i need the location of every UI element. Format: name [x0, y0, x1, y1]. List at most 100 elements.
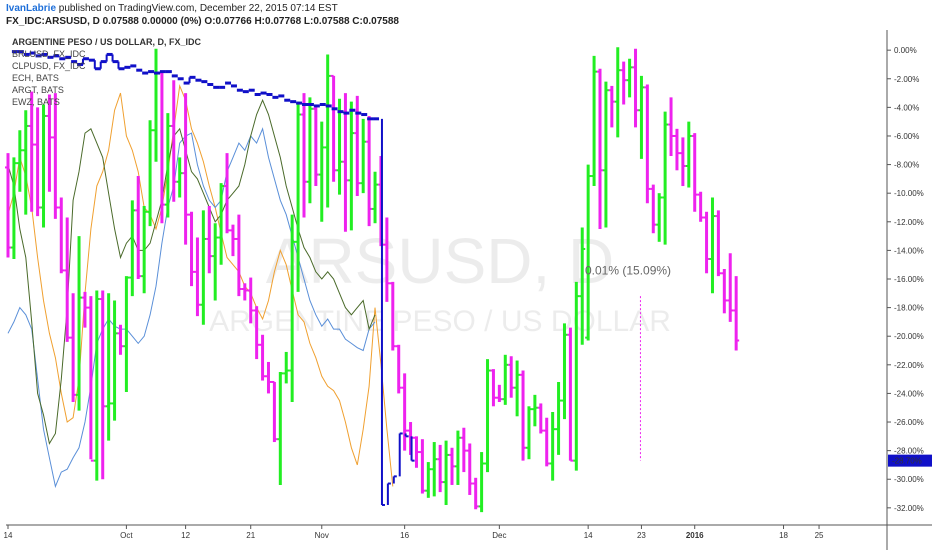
x-tick-label: 14 [4, 531, 13, 540]
ohlc-bar [573, 281, 580, 471]
ohlc-bar [312, 107, 319, 187]
ohlc-bar [555, 381, 562, 455]
ohlc-bar [40, 104, 47, 228]
ohlc-bar [437, 444, 444, 493]
ohlc-bar [247, 277, 254, 324]
ohlc-bar [372, 171, 379, 224]
ohlc-bar [147, 120, 154, 227]
ohlc-bar [537, 403, 544, 434]
ohlc-bar [164, 113, 171, 218]
ohlc-bar [259, 334, 266, 381]
ohlc-bar [591, 55, 598, 187]
ohlc-bar [490, 369, 497, 407]
watermark-name: ARGENTINE PESO / US DOLLAR [209, 305, 671, 338]
legend: ARGENTINE PESO / US DOLLAR, D, FX_IDC BR… [12, 37, 202, 107]
ohlc-bar [336, 98, 343, 195]
ohlc-bar [360, 118, 367, 194]
watermark: ARSUSD, D ARGENTINE PESO / US DOLLAR [209, 225, 671, 338]
ohlc-bar [330, 74, 337, 182]
ohlc-bar [715, 210, 722, 277]
ohlc-bar [301, 93, 307, 218]
y-tick-label: 0.00% [894, 46, 917, 55]
ohlc-bar [496, 384, 503, 402]
ohlc-bar [614, 47, 621, 138]
y-tick-label: -16.00% [894, 275, 924, 284]
y-tick-label: -18.00% [894, 304, 924, 313]
ohlc-bar [685, 121, 692, 188]
y-tick-label: -4.00% [894, 103, 919, 112]
ohlc-bar [620, 61, 627, 105]
ohlc-bar [253, 306, 260, 360]
y-tick-label: -14.00% [894, 246, 924, 255]
ohlc-bar [579, 227, 586, 345]
ohlc-bar [87, 296, 94, 462]
author-link[interactable]: IvanLabrie [6, 3, 57, 14]
ohlc-bar [389, 281, 396, 351]
x-tick-label: 18 [779, 531, 788, 540]
ohlc-bar [443, 440, 450, 505]
ohlc-bar [395, 344, 402, 394]
watermark-symbol: ARSUSD, D [266, 225, 615, 297]
x-axis: 14 Oct 12 21 Nov 16 Dec 14 23 2016 18 25 [4, 525, 824, 540]
ohlc-bar [608, 85, 615, 128]
comparison-lines [7, 83, 394, 489]
x-tick-label: Dec [492, 531, 506, 540]
ohlc-bar [567, 327, 574, 462]
ohlc-bar [650, 184, 657, 234]
y-tick-label: -6.00% [894, 132, 919, 141]
x-tick-label: Nov [315, 531, 329, 540]
symbol-quote-line: FX_IDC:ARSUSD, D 0.07588 0.00000 (0%) O:… [6, 16, 399, 27]
y-tick-label: -30.00% [894, 475, 924, 484]
ohlc-bar [549, 412, 556, 481]
ohlc-bar [176, 157, 183, 198]
ohlc-bar [691, 133, 698, 212]
ohlc-bar [76, 236, 83, 411]
ohlc-bar [22, 110, 29, 215]
ohlc-bar [472, 477, 479, 510]
ohlc-bar [721, 268, 728, 314]
x-tick-label: 12 [181, 531, 190, 540]
ohlc-bar [81, 291, 88, 328]
ohlc-bar [638, 75, 645, 159]
ohlc-bar [419, 439, 426, 494]
ohlc-bar [200, 210, 207, 325]
ohlc-bar [135, 176, 142, 279]
ohlc-bar [561, 323, 568, 420]
ohlc-bar [709, 197, 716, 294]
ohlc-bar [543, 417, 550, 467]
ohlc-bar [733, 276, 740, 351]
ohlc-bar [478, 452, 485, 513]
ohlc-bar [348, 101, 355, 231]
legend-item: ARGT, BATS [12, 85, 64, 95]
ohlc-bar [212, 223, 219, 301]
x-tick-label: 14 [584, 531, 593, 540]
ohlc-bar [531, 394, 538, 427]
y-tick-label: -22.00% [894, 361, 924, 370]
y-tick-label: -32.00% [894, 504, 924, 513]
series-line-orange [7, 83, 394, 487]
measurement-label: 0.01% (15.09%) [585, 264, 671, 278]
series-line-olive [7, 98, 376, 445]
ohlc-bar [673, 128, 680, 171]
ohlc-bar [460, 427, 467, 473]
ohlc-bar [295, 101, 302, 292]
ohlc-bar [697, 191, 704, 222]
ohlc-bar [93, 290, 100, 481]
x-tick-label: 21 [246, 531, 255, 540]
ohlc-bar [277, 371, 284, 485]
y-axis: 0.00% -2.00% -4.00% -6.00% -8.00% -10.00% -12.… [887, 46, 932, 513]
x-tick-label: Oct [120, 531, 133, 540]
ohlc-bar [502, 354, 509, 405]
ohlc-bar [289, 214, 296, 402]
price-chart[interactable]: ARSUSD, D ARGENTINE PESO / US DOLLAR 0.0… [0, 30, 932, 550]
ohlc-bar [64, 217, 71, 342]
ohlc-bar [241, 283, 248, 301]
ohlc-bar [466, 443, 473, 495]
blue-series [11, 50, 415, 506]
ohlc-bar [514, 360, 521, 417]
ohlc-bar [182, 93, 189, 245]
ohlc-bar [52, 93, 59, 219]
ohlc-bar [283, 351, 290, 384]
x-tick-label: 25 [815, 531, 824, 540]
measurement: 0.01% (15.09%) [585, 264, 671, 461]
